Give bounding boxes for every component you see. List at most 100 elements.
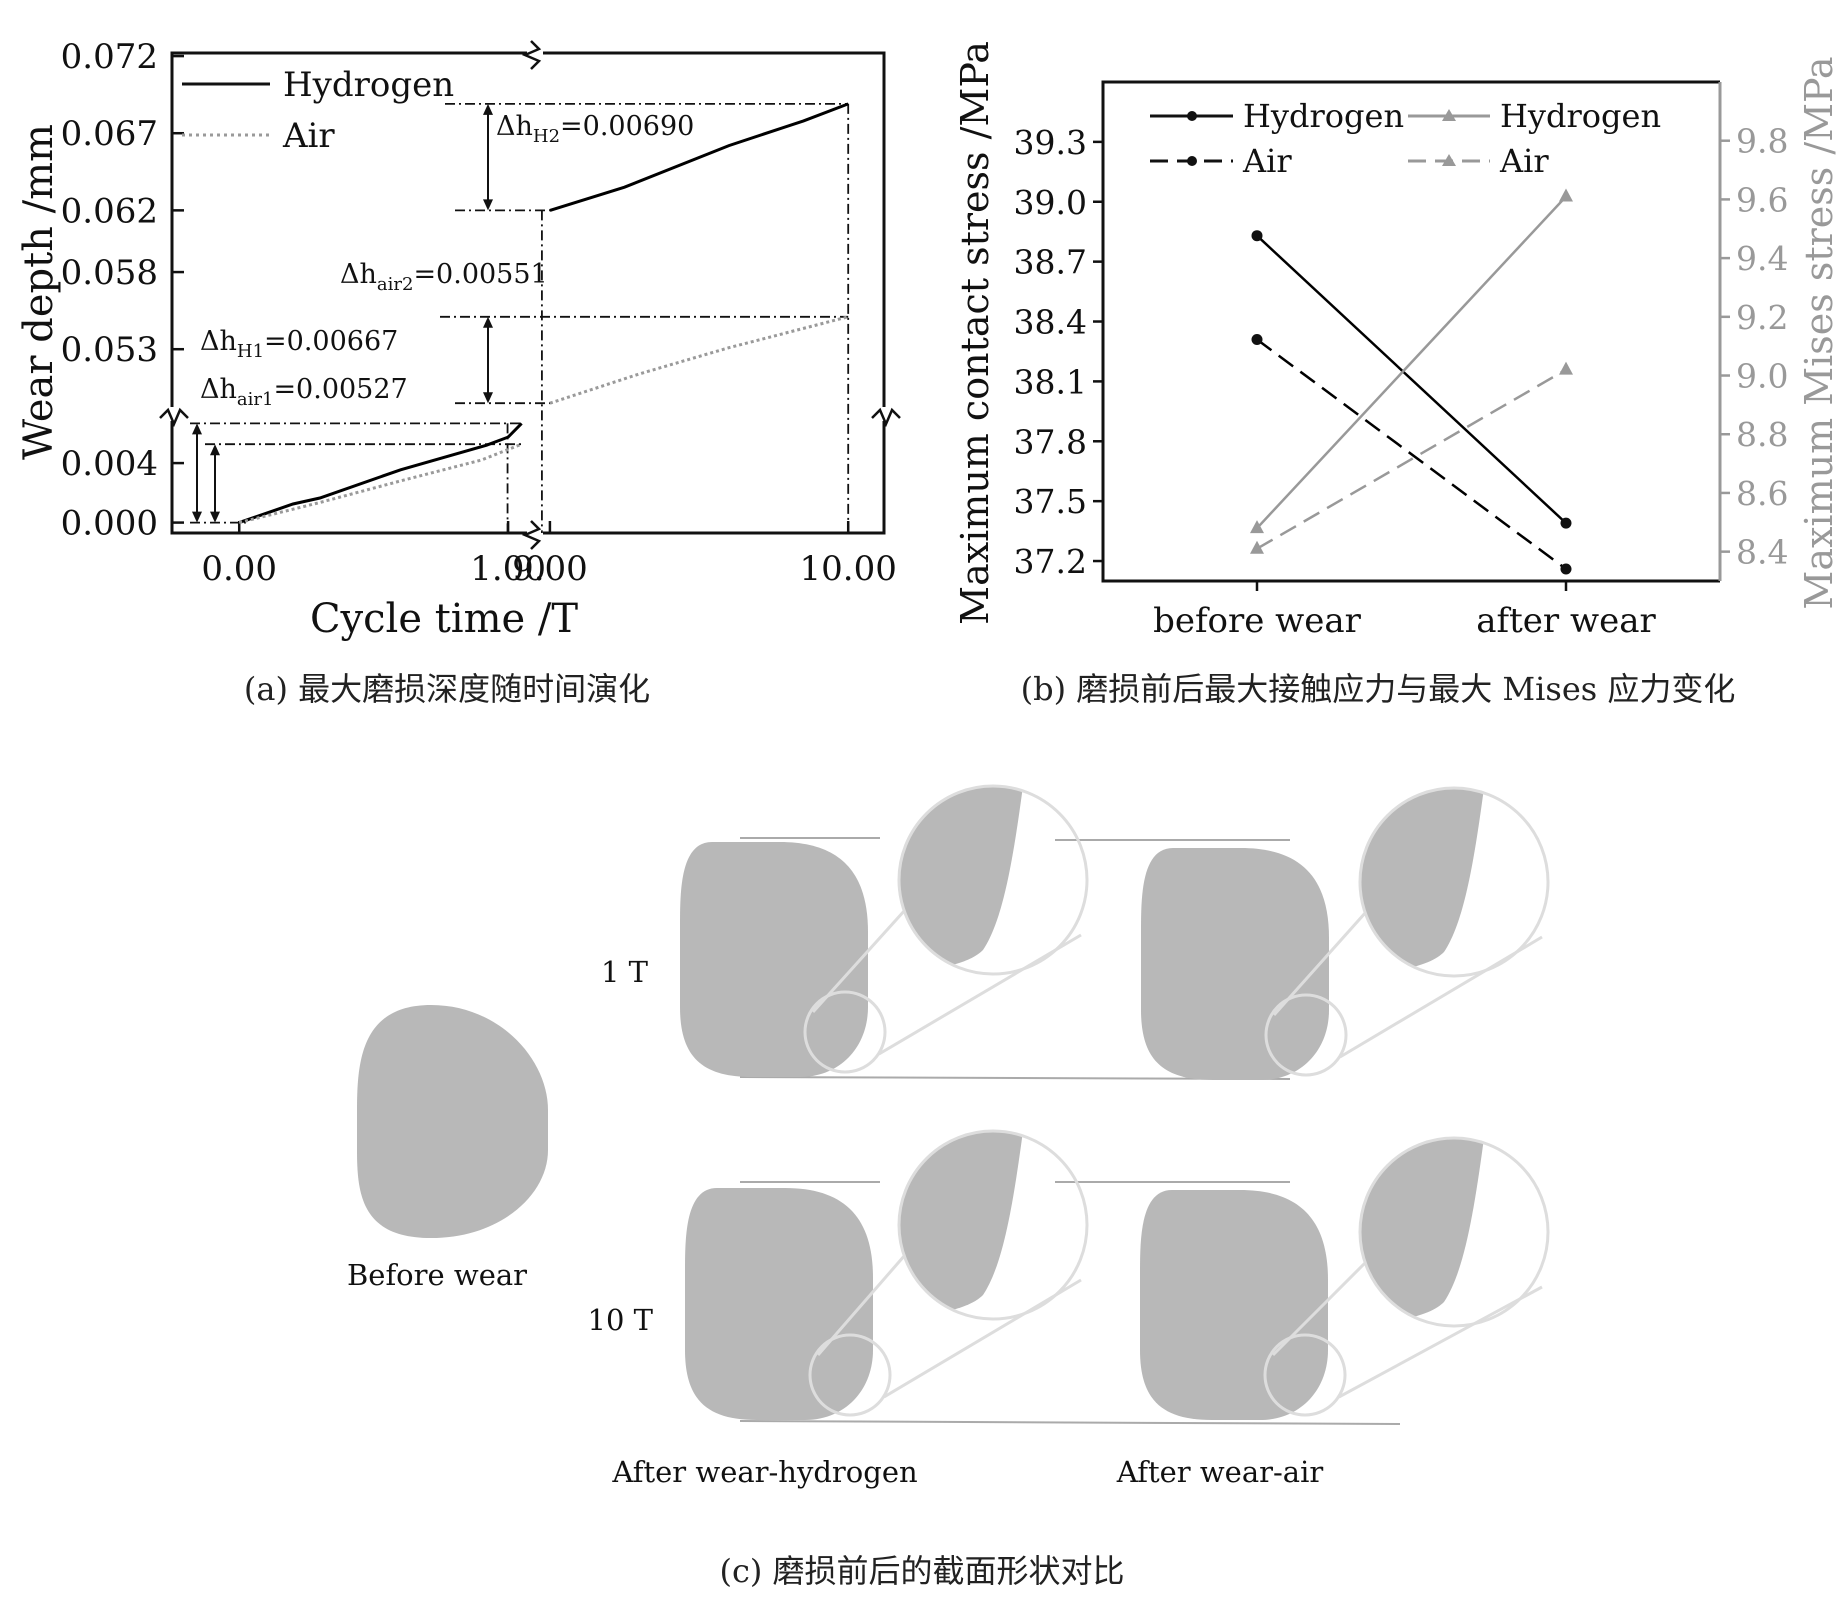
- zoom-connector: [1271, 1260, 1368, 1357]
- panel-c-sections: [680, 784, 1550, 1420]
- y2-tick-label: 9.4: [1736, 239, 1788, 278]
- series-line-hydrogen-right: [549, 102, 849, 212]
- y2-tick-label: 9.2: [1736, 298, 1788, 337]
- cross-section-after-wear: [680, 842, 868, 1077]
- zoom-magnified-circle: [897, 1129, 1089, 1321]
- annotation-dh-air1: Δhair1=0.00527: [200, 374, 408, 410]
- panel-b-y2-axis-label: Maximum Mises stress /MPa: [1797, 56, 1841, 609]
- col-label-hydrogen: After wear-hydrogen: [611, 1455, 917, 1489]
- col-label-air: After wear-air: [1116, 1455, 1324, 1489]
- y-tick-label: 38.1: [1014, 362, 1087, 401]
- panel-a-series: [238, 102, 849, 525]
- zoom-connector: [816, 1254, 907, 1356]
- legend-label-hydrogen-mises: Hydrogen: [1500, 97, 1661, 135]
- panel-b-axes: [1093, 80, 1730, 591]
- zoom-source-circle: [1263, 1333, 1347, 1417]
- y-tick-label: 37.2: [1014, 542, 1087, 581]
- y2-tick-label: 8.6: [1736, 474, 1788, 513]
- legend-label-hydrogen-contact: Hydrogen: [1243, 97, 1404, 135]
- y2-tick-label: 8.8: [1736, 415, 1788, 454]
- y2-tick-label: 9.0: [1736, 357, 1788, 396]
- annotation-dh-air2: Δhair2=0.00551: [340, 259, 548, 295]
- x-tick-label: 1.00: [470, 549, 546, 589]
- zoom-connector: [1272, 911, 1368, 1016]
- y2-tick-label: 9.6: [1736, 180, 1788, 219]
- panel-c-caption: (c) 磨损前后的截面形状对比: [719, 1552, 1124, 1590]
- panel-b-caption: (b) 磨损前后最大接触应力与最大 Mises 应力变化: [1021, 670, 1736, 708]
- zoom-source-circle: [803, 990, 887, 1074]
- delta-arrow-head: [192, 423, 202, 435]
- zoom-connector: [811, 908, 907, 1014]
- series-line-air-right: [549, 315, 849, 405]
- panel-a-y-axis-label: Wear depth /mm: [16, 124, 62, 460]
- x-tick-label: 10.00: [800, 549, 897, 589]
- before-wear-label: Before wear: [347, 1258, 527, 1292]
- panel-b-y-axis-label: Maximum contact stress /MPa: [953, 41, 997, 625]
- legend-label-hydrogen: Hydrogen: [283, 65, 454, 105]
- series-line-air-left: [1256, 338, 1567, 571]
- panel-c-guide-lines: [739, 837, 1401, 1425]
- panel-b-frame: [1101, 80, 1720, 583]
- panel-a-x-axis-label: Cycle time /T: [310, 596, 578, 642]
- delta-arrow-head: [483, 103, 493, 115]
- y-tick-label: 37.5: [1014, 482, 1087, 521]
- legend-marker-hydrogen-contact: [1187, 111, 1197, 121]
- panel-a-frame: [543, 421, 886, 535]
- series-line-hydrogen-left: [238, 422, 523, 525]
- y2-tick-label: 9.8: [1736, 122, 1788, 161]
- x-tick-label: 9.00: [512, 549, 588, 589]
- panel-b: 37.2 37.5 37.8 38.1 38.4 38.7 39.0 39.3 8.4 8.6 8.…: [953, 41, 1841, 708]
- zoom-source-circle: [1264, 993, 1348, 1077]
- data-point: [1251, 230, 1263, 242]
- y-tick-label: 39.0: [1014, 183, 1087, 222]
- panel-b-tick-labels: 37.2 37.5 37.8 38.1 38.4 38.7 39.0 39.3 8.4 8.6 8.…: [1014, 122, 1789, 641]
- row-label-10t: 10 T: [588, 1303, 654, 1337]
- legend-label-air: Air: [282, 116, 335, 156]
- panel-a-legend: Hydrogen Air: [182, 65, 454, 156]
- row-label-1t: 1 T: [601, 955, 649, 989]
- cross-section-after-wear: [685, 1188, 873, 1420]
- delta-arrow-head: [210, 511, 220, 523]
- y-tick-label: 38.7: [1014, 243, 1087, 282]
- axis-break-mark: [159, 407, 189, 428]
- zoom-magnified-circle: [1358, 1136, 1550, 1328]
- zoom-worn-surface: [899, 1131, 1023, 1319]
- data-point: [1250, 520, 1264, 534]
- legend-marker-hydrogen-mises: [1442, 109, 1456, 121]
- y2-tick-label: 8.4: [1736, 533, 1788, 572]
- panel-a-frame: [170, 421, 527, 535]
- panel-a-tick-labels: 0.000 0.004 0.053 0.058 0.062 0.067 0.072 0.00 1…: [61, 37, 897, 589]
- x-tick-label: 0.00: [201, 549, 277, 589]
- zoom-magnified-circle: [897, 784, 1089, 976]
- delta-arrow-head: [483, 392, 493, 404]
- data-point: [1560, 517, 1572, 529]
- panel-b-legend: Hydrogen Air Hydrogen Air: [1150, 97, 1661, 180]
- legend-marker-air-contact: [1187, 156, 1197, 166]
- panel-a-axes: [159, 40, 901, 550]
- delta-arrow-head: [483, 316, 493, 328]
- x-category-label: before wear: [1153, 601, 1362, 641]
- data-point: [1559, 361, 1573, 375]
- panel-b-series: [1250, 188, 1573, 575]
- zoom-source-circle: [808, 1333, 892, 1417]
- y-tick-label: 39.3: [1014, 123, 1087, 162]
- axis-break-mark: [521, 40, 542, 70]
- series-line-hydrogen-right: [1256, 195, 1567, 530]
- y-tick-label: 0.000: [61, 504, 158, 544]
- annotation-dh-h2: ΔhH2=0.00690: [496, 111, 694, 147]
- panel-c: Before wear 1 T 10 T After wear-hydrogen…: [347, 784, 1550, 1590]
- zoom-magnified-circle: [1358, 786, 1550, 978]
- zoom-worn-surface: [899, 786, 1023, 974]
- y-tick-label: 0.053: [61, 330, 158, 370]
- delta-arrow-head: [192, 511, 202, 523]
- zoom-connector: [878, 933, 1082, 1056]
- legend-marker-air-mises: [1442, 154, 1456, 166]
- y-tick-label: 37.8: [1014, 422, 1087, 461]
- annotation-dh-h1: ΔhH1=0.00667: [200, 326, 398, 362]
- y-tick-label: 0.004: [61, 444, 158, 484]
- data-point: [1559, 188, 1573, 202]
- data-point: [1250, 540, 1264, 554]
- panel-a-frame: [170, 51, 527, 407]
- cross-section-after-wear: [1140, 1190, 1328, 1420]
- legend-label-air-mises: Air: [1499, 142, 1549, 180]
